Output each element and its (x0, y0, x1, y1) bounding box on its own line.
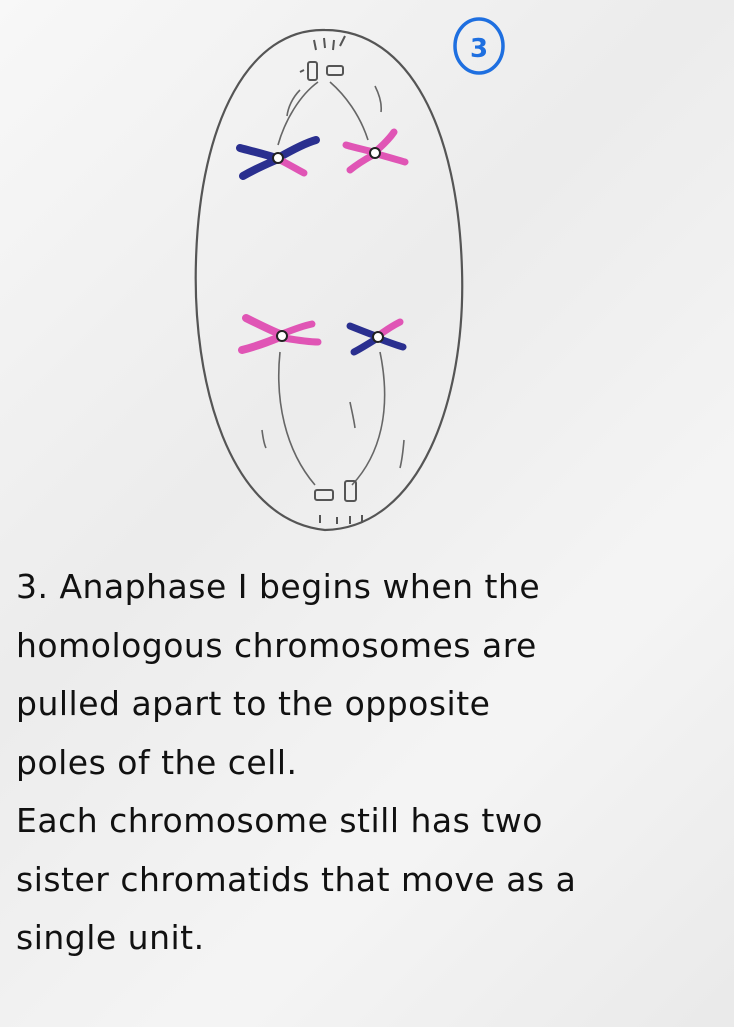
page-number: 3 (470, 34, 488, 64)
caption: 3. Anaphase I begins when the homologous… (16, 558, 728, 968)
caption-line: homologous chromosomes are (16, 625, 537, 665)
caption-line: 3. Anaphase I begins when the (16, 567, 541, 606)
top-centrosome (299, 35, 346, 81)
cell-membrane (194, 28, 464, 532)
chromosome-top-right-pink (342, 128, 409, 174)
chromosome-bottom-left-pink (238, 314, 322, 354)
anaphase-diagram: 3 (194, 17, 505, 532)
page-number-badge: 3 (453, 17, 505, 75)
caption-line: Each chromosome still has two (16, 801, 543, 840)
caption-line: single unit. (16, 918, 205, 957)
caption-line: pulled apart to the opposite (16, 684, 491, 723)
caption-line: poles of the cell. (16, 742, 298, 782)
top-spindle-fibers (277, 81, 383, 146)
bottom-centrosome (314, 480, 363, 524)
chromosome-top-left-blue (236, 136, 320, 180)
bottom-spindle-fibers (261, 351, 405, 486)
chromosome-bottom-right-blue (346, 318, 407, 356)
caption-line: sister chromatids that move as a (16, 859, 577, 899)
